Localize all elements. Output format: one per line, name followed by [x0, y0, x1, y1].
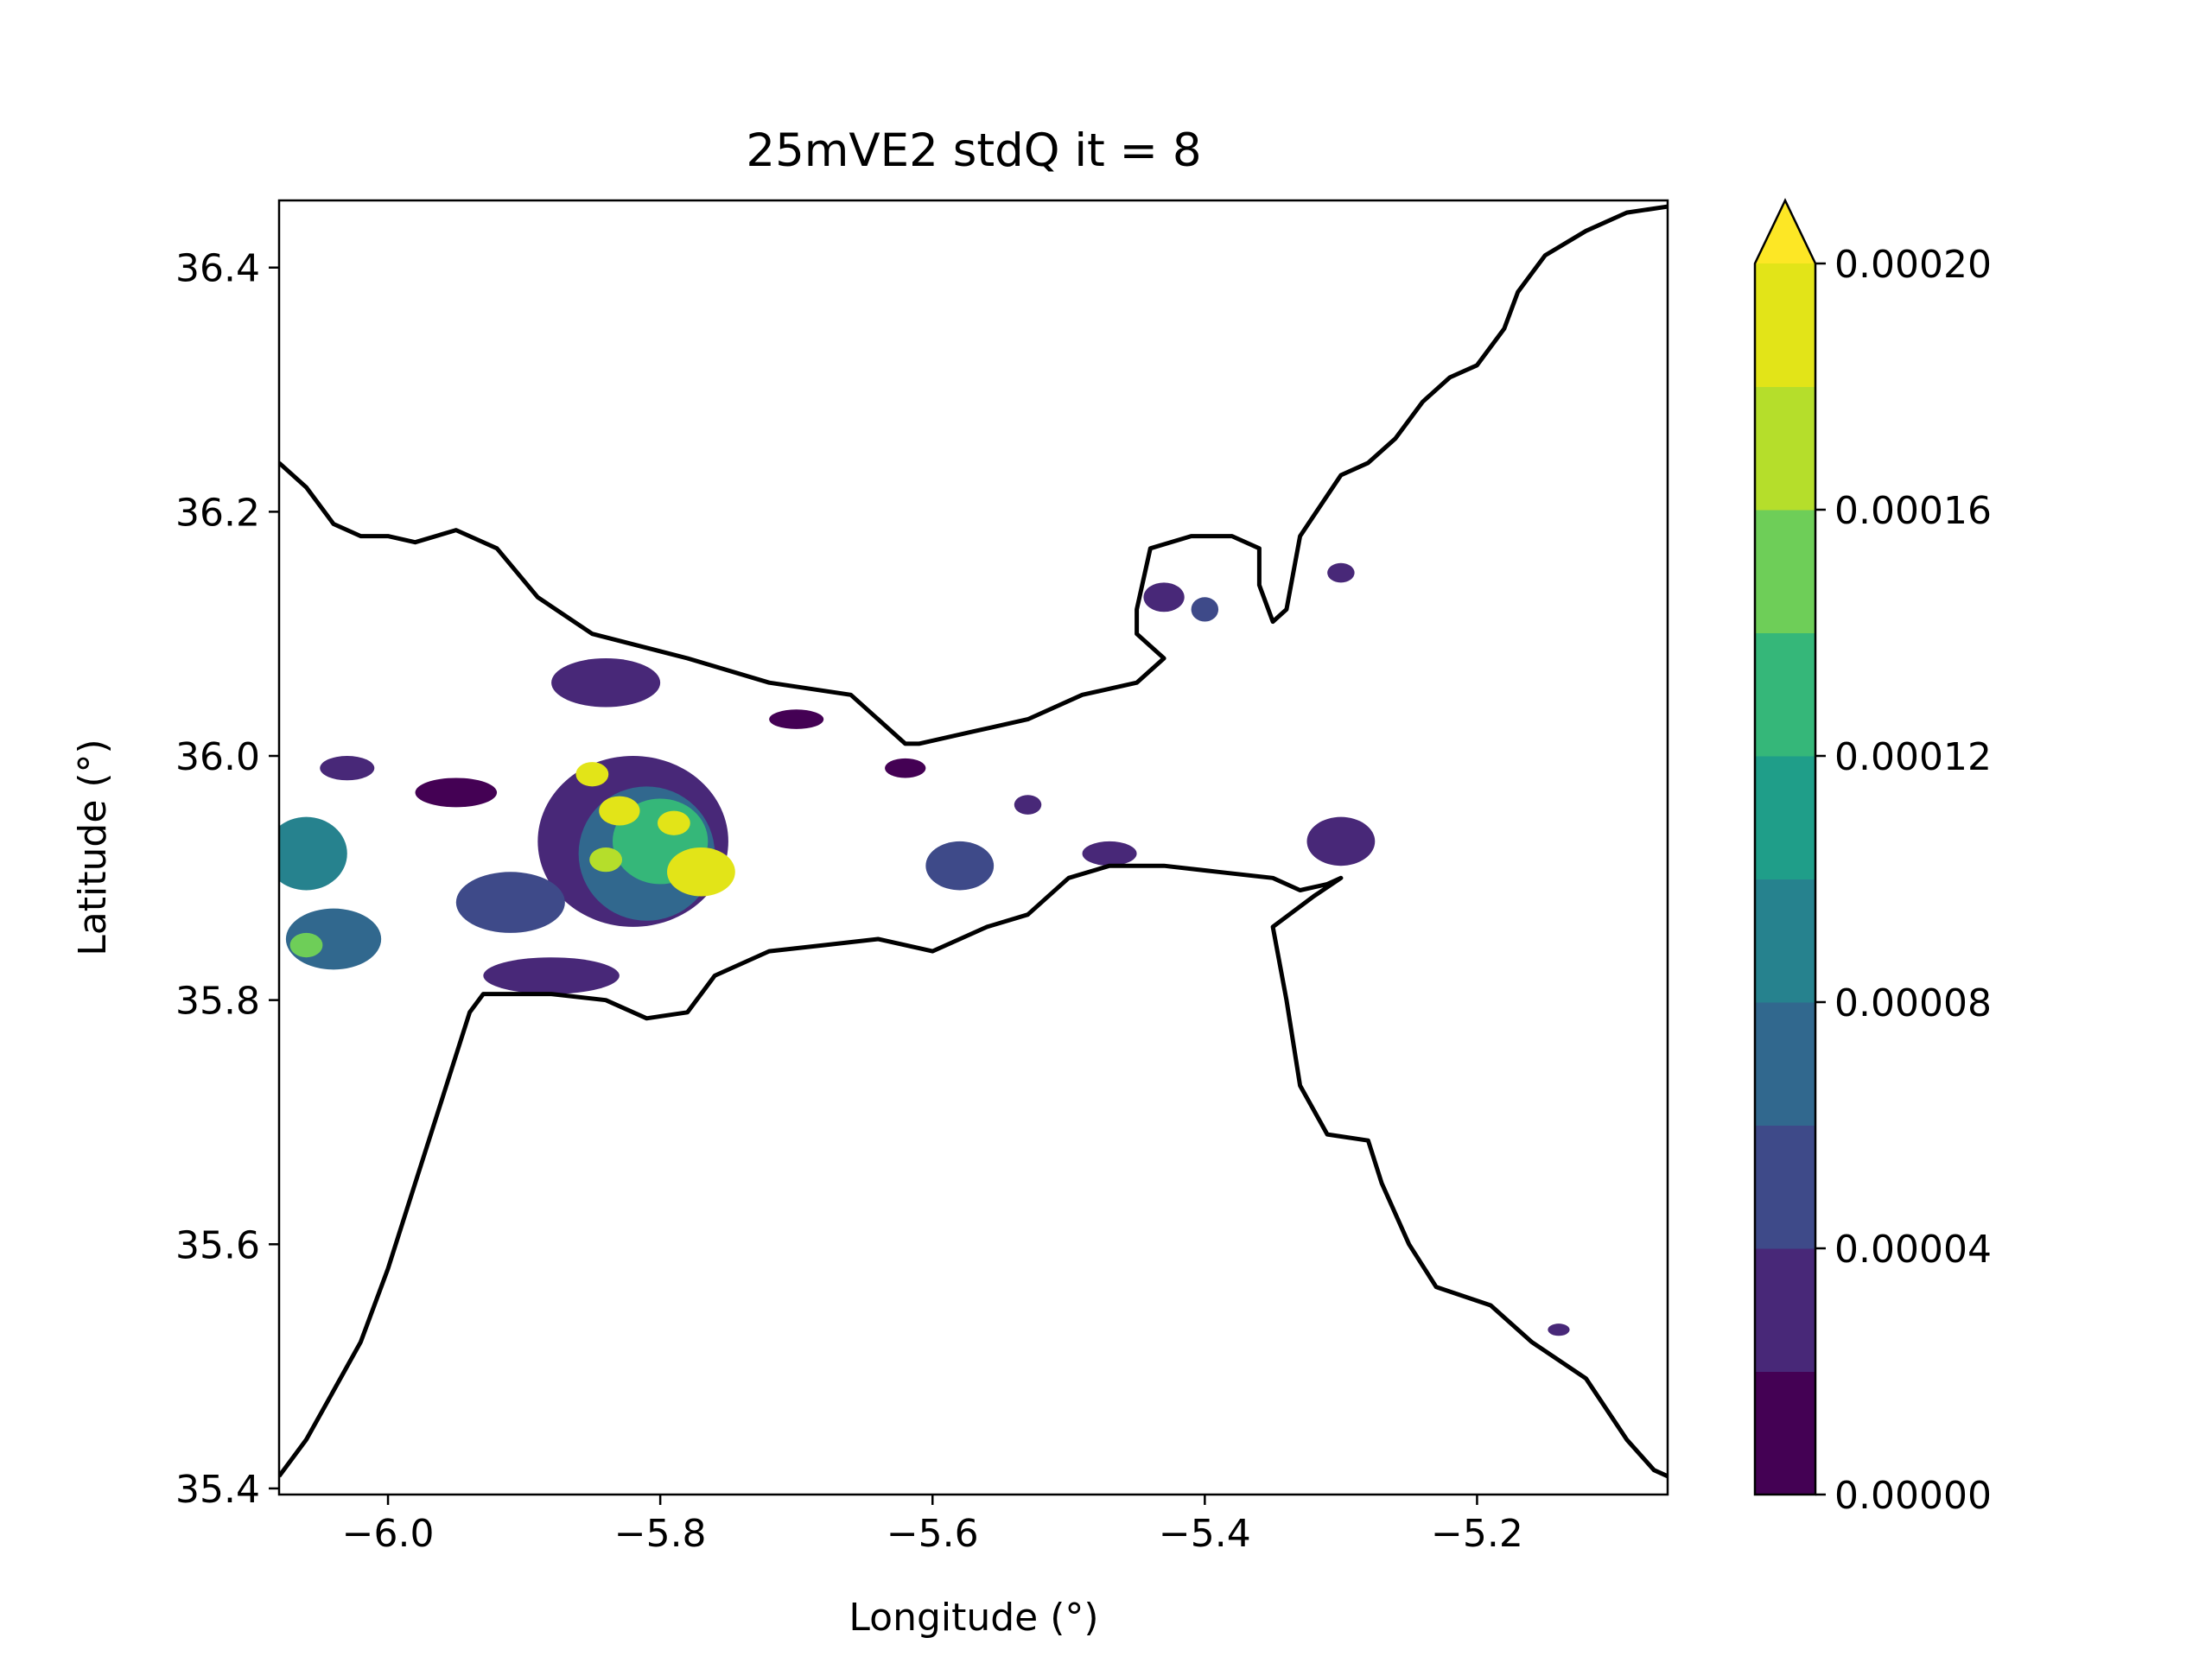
coastline-north: [279, 204, 1668, 746]
data-patch: [289, 932, 323, 958]
colorbar-segment: [1755, 1125, 1815, 1249]
x-tick-label: −5.6: [887, 1512, 979, 1556]
data-patch: [1327, 562, 1355, 583]
colorbar-tick-label: 0.00012: [1834, 735, 1992, 779]
colorbar-segment: [1755, 1371, 1815, 1495]
colorbar-segment: [1755, 510, 1815, 633]
x-tick-label: −6.0: [342, 1512, 435, 1556]
y-tick-label: 36.0: [175, 735, 260, 779]
colorbar: 0.00000 0.00004 0.00008 0.00012 0.00016 0.000…: [1753, 198, 1992, 1518]
data-patch: [415, 778, 498, 808]
data-patch: [885, 758, 926, 778]
y-tick-label: 35.6: [175, 1223, 260, 1267]
data-patch: [575, 762, 609, 787]
x-axis: −6.0 −5.8 −5.6 −5.4 −5.2: [342, 1495, 1523, 1556]
colorbar-segment: [1755, 756, 1815, 879]
colorbar-outline: [1753, 198, 1817, 1496]
y-tick-label: 36.4: [175, 247, 260, 291]
colorbar-tick-label: 0.00020: [1834, 243, 1992, 287]
data-patch: [551, 657, 661, 708]
x-axis-label: Longitude (°): [849, 1596, 1098, 1640]
data-patch: [1143, 582, 1185, 613]
coastline-south: [279, 863, 1668, 1479]
data-patch: [320, 756, 375, 781]
data-patch: [589, 847, 623, 873]
colorbar-segment: [1755, 879, 1815, 1003]
data-patch: [1191, 597, 1219, 622]
y-axis-label: Latitude (°): [71, 739, 115, 955]
colorbar-segment: [1755, 1002, 1815, 1126]
colorbar-segment: [1755, 263, 1815, 387]
data-patch: [483, 957, 620, 994]
data-patch: [657, 810, 690, 835]
data-patch: [1306, 816, 1376, 866]
data-patch: [1082, 841, 1137, 866]
data-patch: [599, 796, 640, 826]
colorbar-tick-label: 0.00004: [1834, 1228, 1992, 1272]
colorbar-segment: [1755, 1248, 1815, 1372]
x-tick-label: −5.2: [1431, 1512, 1523, 1556]
y-axis: 35.4 35.6 35.8 36.0 36.2 36.4: [175, 247, 279, 1512]
y-tick-label: 36.2: [175, 491, 260, 535]
data-patch: [279, 816, 347, 891]
data-patch: [667, 847, 735, 897]
colorbar-tick-label: 0.00008: [1834, 981, 1992, 1025]
colorbar-extend-arrow: [1755, 200, 1815, 263]
data-patch: [455, 872, 565, 933]
colorbar-segment: [1755, 386, 1815, 511]
colorbar-tick-label: 0.00000: [1834, 1474, 1992, 1518]
x-tick-label: −5.4: [1159, 1512, 1251, 1556]
y-tick-label: 35.8: [175, 980, 260, 1024]
x-tick-label: −5.8: [614, 1512, 707, 1556]
colorbar-segment: [1755, 632, 1815, 757]
data-patch: [1014, 795, 1042, 815]
data-patch: [769, 709, 824, 729]
colorbar-tick-label: 0.00016: [1834, 489, 1992, 533]
data-patch: [925, 841, 995, 891]
chart-title: 25mVE2 stdQ it = 8: [746, 124, 1201, 177]
y-tick-label: 35.4: [175, 1468, 260, 1512]
map-layer: [279, 204, 1668, 1479]
plot-frame: [277, 199, 1669, 1496]
data-patch: [1548, 1323, 1570, 1336]
